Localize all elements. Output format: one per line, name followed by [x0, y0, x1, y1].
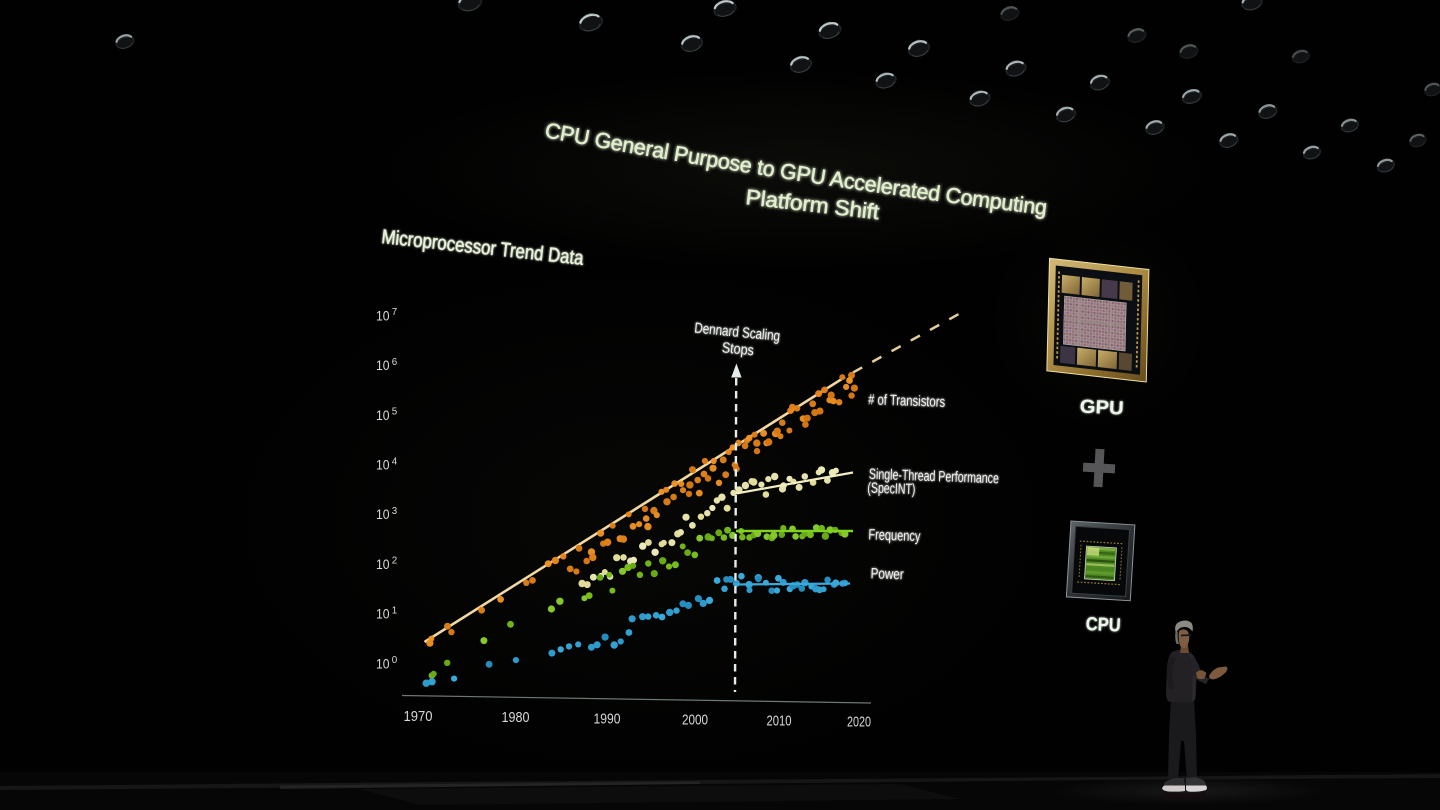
svg-text:(SpecINT): (SpecINT)	[867, 480, 916, 499]
svg-text:Power: Power	[870, 565, 904, 583]
svg-text:10: 10	[376, 507, 390, 523]
svg-text:10: 10	[376, 308, 390, 324]
svg-text:Frequency: Frequency	[868, 526, 921, 545]
svg-text:1980: 1980	[502, 709, 530, 726]
svg-text:# of Transistors: # of Transistors	[868, 391, 946, 411]
svg-text:0: 0	[392, 655, 398, 666]
svg-text:10: 10	[376, 557, 390, 573]
svg-text:10: 10	[376, 607, 390, 623]
svg-text:2000: 2000	[682, 711, 708, 728]
svg-text:Single-Thread Performance: Single-Thread Performance	[869, 466, 999, 487]
svg-text:10: 10	[376, 656, 390, 672]
svg-text:7: 7	[392, 307, 397, 318]
svg-text:10: 10	[376, 358, 390, 374]
svg-text:4: 4	[392, 456, 398, 467]
svg-text:1970: 1970	[404, 708, 433, 725]
svg-text:CPU: CPU	[1085, 614, 1121, 636]
svg-text:6: 6	[392, 357, 398, 368]
svg-text:2010: 2010	[767, 713, 792, 730]
svg-text:1: 1	[392, 605, 397, 616]
svg-text:3: 3	[392, 506, 398, 517]
svg-text:10: 10	[376, 458, 390, 474]
svg-text:GPU: GPU	[1079, 397, 1124, 420]
svg-text:Stops: Stops	[721, 340, 754, 359]
svg-text:2020: 2020	[847, 714, 871, 731]
svg-text:2: 2	[392, 556, 397, 567]
svg-text:1990: 1990	[594, 710, 621, 727]
svg-text:10: 10	[376, 408, 390, 424]
svg-text:5: 5	[392, 407, 398, 418]
